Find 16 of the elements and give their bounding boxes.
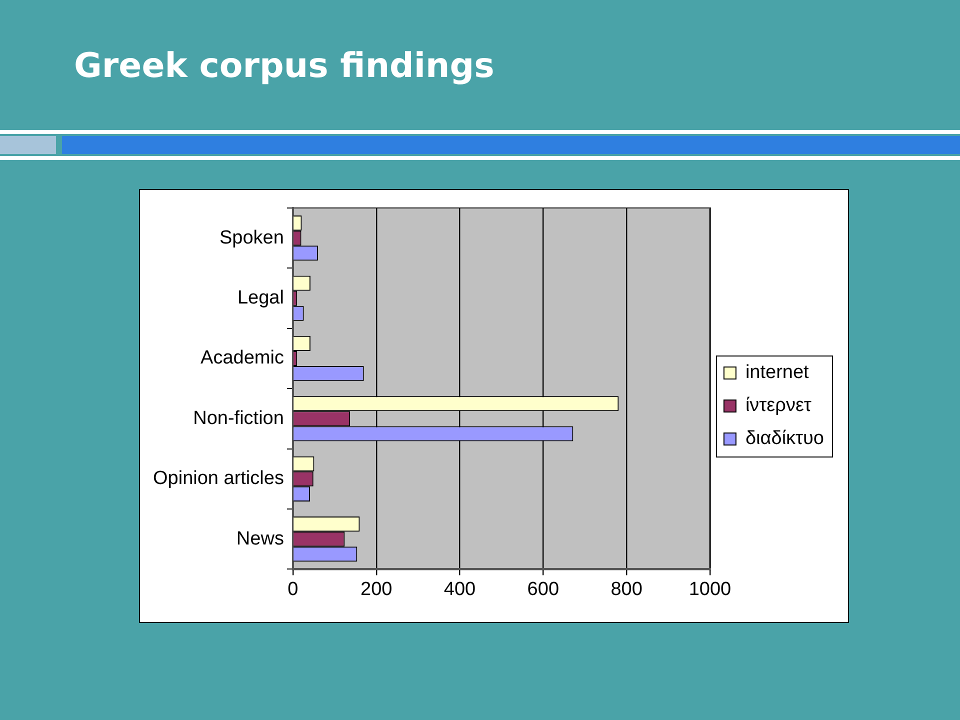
x-tick-label: 200 <box>360 578 392 600</box>
y-tick-label: Legal <box>237 288 284 309</box>
y-tick-label: News <box>236 528 284 550</box>
x-tick-label: 1000 <box>688 578 732 600</box>
chart-title: Greek corpus findings <box>74 46 494 86</box>
legend-label: διαδίκτυο <box>745 428 824 450</box>
y-tick-label: Academic <box>200 348 284 369</box>
x-tick-label: 0 <box>288 578 298 600</box>
legend-label: internet <box>745 362 810 384</box>
y-tick-label: Spoken <box>219 227 284 248</box>
legend-label: ίντερνετ <box>745 395 812 416</box>
x-tick-label: 400 <box>444 578 476 600</box>
y-tick-label: Opinion articles <box>152 468 284 490</box>
x-tick-label: 600 <box>527 578 560 600</box>
y-tick-label: Non-fiction <box>193 408 284 429</box>
x-tick-label: 800 <box>610 578 642 600</box>
